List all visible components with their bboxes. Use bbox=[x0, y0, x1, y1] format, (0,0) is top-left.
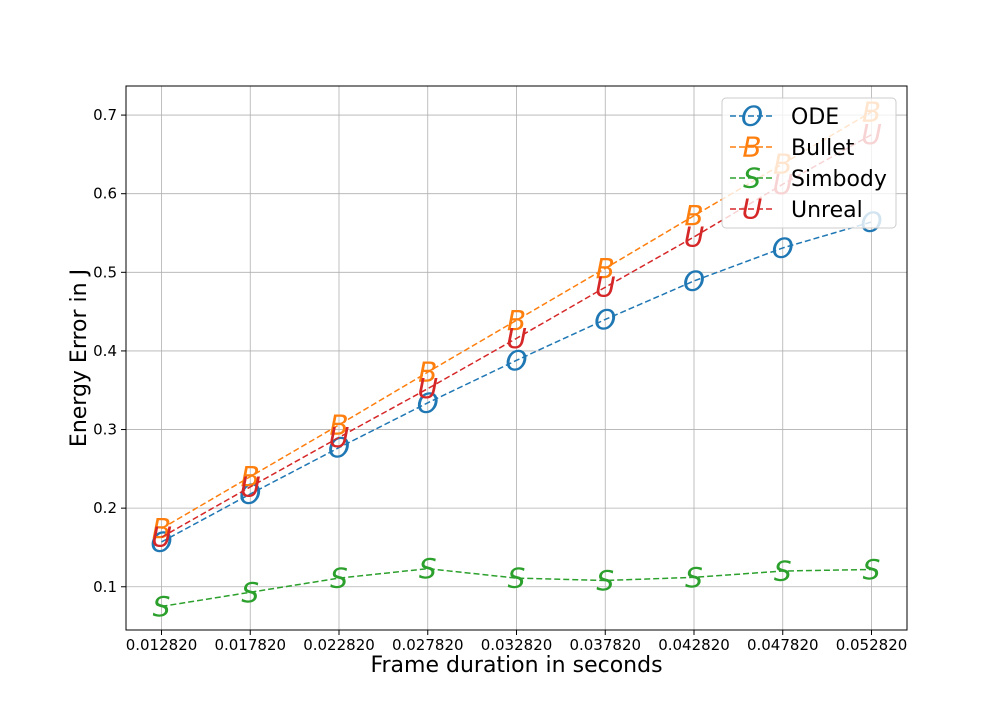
series-line-simbody bbox=[161, 567, 872, 608]
y-tick-label: 0.3 bbox=[93, 421, 117, 439]
data-point-simbody: S bbox=[330, 562, 348, 595]
x-tick-label: 0.012820 bbox=[126, 636, 198, 654]
legend-item-unreal: U Unreal bbox=[730, 193, 863, 226]
data-point-bullet: B bbox=[418, 356, 437, 389]
data-point-ode: O bbox=[328, 431, 350, 464]
data-point-unreal: U bbox=[595, 271, 616, 304]
legend-marker-simbody: S bbox=[743, 162, 761, 195]
x-tick-label: 0.017820 bbox=[214, 636, 286, 654]
data-point-simbody: S bbox=[241, 576, 259, 609]
data-point-simbody: S bbox=[596, 564, 614, 597]
x-tick-label: 0.032820 bbox=[481, 636, 553, 654]
legend-item-simbody: S Simbody bbox=[730, 162, 887, 195]
legend-label-bullet: Bullet bbox=[791, 136, 855, 161]
x-tick-label: 0.052820 bbox=[836, 636, 908, 654]
y-axis-label: Energy Error in J bbox=[67, 269, 92, 447]
series-simbody: S S S S S S S S S bbox=[153, 552, 881, 623]
data-point-unreal: U bbox=[151, 521, 172, 554]
y-tick-label: 0.1 bbox=[93, 578, 117, 596]
data-point-ode: O bbox=[150, 525, 172, 558]
data-point-ode: O bbox=[505, 344, 527, 377]
legend-marker-unreal: U bbox=[742, 193, 763, 226]
legend-item-ode: O ODE bbox=[730, 100, 839, 133]
data-point-bullet: B bbox=[596, 252, 615, 285]
data-point-simbody: S bbox=[863, 553, 881, 586]
legend-label-ode: ODE bbox=[791, 105, 839, 130]
data-point-simbody: S bbox=[153, 590, 171, 623]
data-point-bullet: B bbox=[152, 512, 171, 545]
data-point-simbody: S bbox=[508, 562, 526, 595]
data-point-bullet: B bbox=[241, 460, 260, 493]
data-point-unreal: U bbox=[506, 322, 527, 355]
data-point-simbody: S bbox=[774, 555, 792, 588]
data-point-unreal: U bbox=[329, 421, 350, 454]
data-point-simbody: S bbox=[685, 561, 703, 594]
x-tick-label: 0.037820 bbox=[569, 636, 641, 654]
data-point-unreal: U bbox=[240, 470, 261, 503]
y-tick-label: 0.6 bbox=[93, 185, 117, 203]
x-tick-label: 0.042820 bbox=[658, 636, 730, 654]
legend: O ODE B Bullet S Simbody U Unreal bbox=[721, 97, 897, 229]
y-tick-label: 0.5 bbox=[93, 263, 117, 281]
data-point-ode: O bbox=[417, 386, 439, 419]
data-point-bullet: B bbox=[329, 408, 348, 441]
legend-item-bullet: B Bullet bbox=[730, 131, 855, 164]
data-point-ode: O bbox=[683, 264, 705, 297]
x-tick-label: 0.027820 bbox=[392, 636, 464, 654]
y-tick-label: 0.2 bbox=[93, 499, 117, 517]
legend-label-unreal: Unreal bbox=[791, 198, 863, 223]
legend-marker-bullet: B bbox=[742, 131, 761, 164]
data-point-ode: O bbox=[594, 303, 616, 336]
axes: 0.012820 0.017820 0.022820 0.027820 0.032820… bbox=[93, 106, 907, 654]
y-tick-label: 0.4 bbox=[93, 342, 117, 360]
data-point-unreal: U bbox=[684, 220, 705, 253]
legend-frame bbox=[721, 97, 897, 229]
x-tick-label: 0.022820 bbox=[303, 636, 375, 654]
legend-marker-ode: O bbox=[741, 100, 763, 133]
data-point-ode: O bbox=[239, 478, 261, 511]
data-point-unreal: U bbox=[418, 372, 439, 405]
data-point-ode: O bbox=[772, 231, 794, 264]
series-line-ode bbox=[161, 221, 872, 543]
x-tick-label: 0.047820 bbox=[747, 636, 819, 654]
data-point-simbody: S bbox=[419, 552, 437, 585]
x-axis-label: Frame duration in seconds bbox=[370, 653, 662, 678]
data-point-bullet: B bbox=[507, 304, 526, 337]
data-point-bullet: B bbox=[684, 199, 703, 232]
y-tick-label: 0.7 bbox=[93, 106, 117, 124]
series-ode: OOOOOOOOO bbox=[150, 206, 882, 559]
legend-label-simbody: Simbody bbox=[791, 167, 887, 192]
